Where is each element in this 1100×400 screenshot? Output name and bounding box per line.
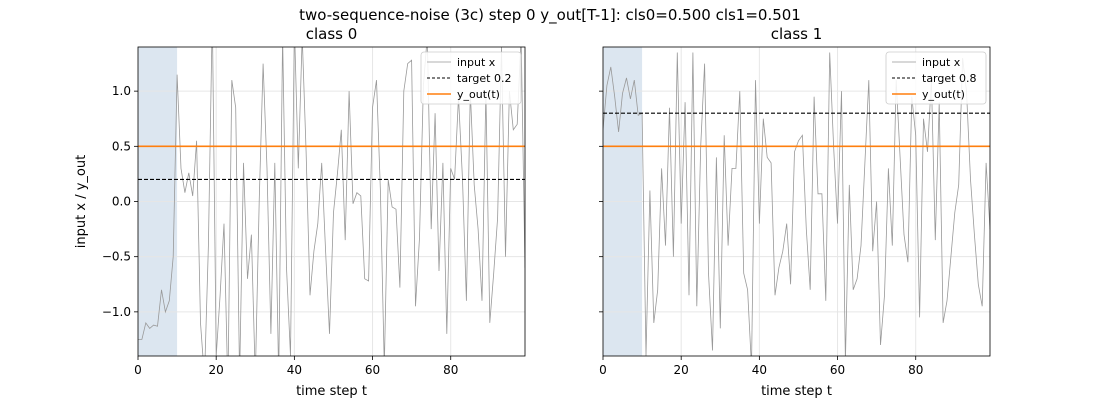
legend-label: input x	[922, 56, 961, 69]
x-tick-label: 0	[599, 363, 607, 377]
figure-suptitle: two-sequence-noise (3c) step 0 y_out[T-1…	[299, 6, 801, 25]
plot-area	[138, 47, 525, 356]
x-axis-label: time step t	[296, 384, 367, 399]
x-tick-label: 60	[365, 363, 380, 377]
legend-label: target 0.2	[457, 72, 511, 85]
y-tick-label: 0.5	[112, 139, 131, 153]
legend-label: y_out(t)	[922, 88, 965, 101]
x-tick-label: 40	[287, 363, 302, 377]
x-tick-label: 20	[674, 363, 689, 377]
y-tick-label: 0.0	[112, 195, 131, 209]
series-input-x	[138, 47, 525, 356]
legend: input x target 0.2 y_out(t)	[420, 51, 522, 105]
x-tick-label: 80	[908, 363, 923, 377]
legend-box	[420, 51, 522, 105]
x-tick-label: 0	[134, 363, 142, 377]
panel-title: class 0	[306, 25, 358, 43]
chart-panel-class-1: 0 20 40 60 80 class 1 time step t input x target…	[599, 25, 991, 399]
y-axis-label: input x / y_out	[74, 155, 89, 248]
plot-area	[603, 47, 990, 356]
legend: input x target 0.8 y_out(t)	[885, 51, 987, 105]
y-tick-label: 1.0	[112, 84, 131, 98]
panel-title: class 1	[771, 25, 823, 43]
chart-panel-class-0: 0 20 40 60 80 −1.0 −0.5 0.0 0.5 1.0 class 0 time st…	[74, 25, 526, 399]
legend-label: target 0.8	[922, 72, 976, 85]
x-axis-label: time step t	[761, 384, 832, 399]
legend-label: y_out(t)	[457, 88, 500, 101]
y-tick-label: −0.5	[102, 250, 131, 264]
x-tick-label: 60	[830, 363, 845, 377]
legend-label: input x	[457, 56, 496, 69]
x-tick-label: 20	[209, 363, 224, 377]
x-tick-label: 40	[752, 363, 767, 377]
legend-box	[885, 51, 987, 105]
x-tick-label: 80	[443, 363, 458, 377]
y-tick-label: −1.0	[102, 305, 131, 319]
